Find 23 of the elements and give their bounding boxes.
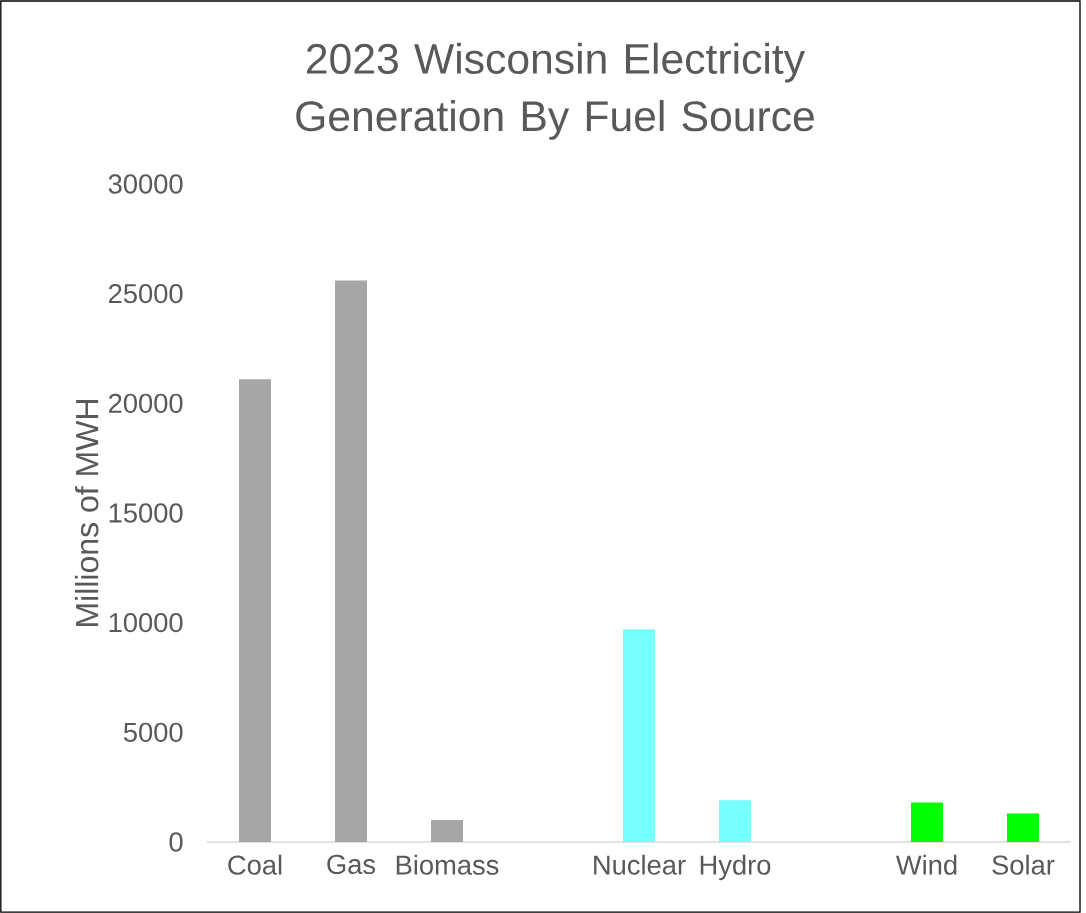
x-tick-label: Biomass [396, 854, 499, 875]
y-tick-label: 25000 [109, 283, 183, 304]
x-tick-label: Gas [327, 854, 376, 875]
bar [623, 629, 655, 842]
y-tick-label: 30000 [108, 174, 183, 194]
bar [911, 802, 943, 842]
bar [335, 280, 367, 842]
chart-title: 2023 Wisconsin Electricity Generation By Fuel Source [296, 42, 814, 140]
x-tick-label: Wind [895, 854, 957, 875]
x-tick-label: Coal [228, 854, 282, 875]
bar [431, 820, 463, 842]
x-tick-label: Nuclear [594, 854, 686, 875]
y-tick-label: 15000 [109, 503, 183, 523]
x-tick-label: Hydro [700, 854, 771, 881]
y-tick-label: 0 [169, 832, 183, 852]
x-tick-label: Solar [992, 854, 1055, 875]
y-tick-label: 5000 [123, 722, 183, 742]
y-tick-label: 20000 [109, 393, 183, 413]
bar [239, 379, 271, 842]
y-tick-label: 10000 [109, 612, 183, 633]
bar [1007, 813, 1039, 842]
bar [719, 800, 751, 842]
y-axis-title: Millions of MWH [74, 400, 99, 626]
